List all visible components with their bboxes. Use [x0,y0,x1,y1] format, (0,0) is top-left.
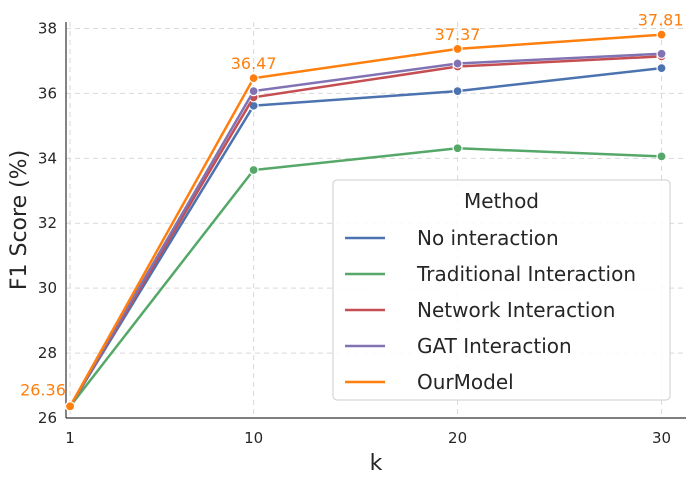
x-tick-label: 30 [652,429,671,447]
legend-items: No interaction Traditional Interaction Net… [345,226,636,394]
data-label: 37.81 [638,11,684,30]
y-axis-title: F1 Score (%) [7,150,32,290]
data-point [452,86,463,97]
data-point [248,73,259,84]
legend: Method No interaction Traditional Interac… [332,179,671,401]
data-point [64,401,76,412]
y-tick-label: 26 [38,409,57,427]
data-point [452,58,463,69]
x-axis-title: k [370,451,383,476]
legend-item: Network Interaction [345,298,615,322]
data-point [452,143,463,154]
series-line [69,55,662,407]
data-point [656,29,667,40]
data-labels: 26.36 36.47 37.37 37.81 [20,11,683,400]
data-point [248,164,259,176]
series-line [69,66,662,407]
x-tick-label: 10 [244,429,263,447]
data-point [656,151,667,162]
series-line [69,147,662,408]
data-point [452,43,463,55]
series-line [69,52,662,407]
y-tick-label: 28 [38,344,57,362]
tick-labels: 26 28 30 32 34 36 38 1 10 20 30 [38,19,671,447]
y-tick-label: 34 [38,149,57,167]
series-line [69,33,662,407]
y-tick-label: 30 [38,279,57,297]
data-label: 26.36 [20,380,66,399]
data-point [656,48,667,59]
y-tick-label: 32 [38,214,57,232]
legend-label: Network Interaction [417,298,615,322]
legend-box [332,179,671,401]
data-label: 37.37 [435,25,481,44]
data-point [656,62,667,74]
legend-item: Traditional Interaction [345,262,636,286]
x-tick-label: 20 [448,429,467,447]
y-tick-label: 38 [38,19,57,37]
legend-label: No interaction [417,226,559,250]
y-tick-label: 36 [38,84,57,102]
legend-item: GAT Interaction [345,334,572,358]
legend-label: OurModel [417,370,514,394]
legend-item: No interaction [345,226,559,250]
series-lines [64,29,667,412]
legend-label: GAT Interaction [417,334,572,358]
series-ourmodel [64,29,667,412]
legend-title: Method [464,189,539,213]
axes [65,22,686,419]
legend-item: OurModel [345,370,514,394]
legend-label: Traditional Interaction [416,262,636,286]
data-label: 36.47 [231,54,277,73]
data-point [248,86,259,97]
x-tick-label: 1 [65,429,75,447]
